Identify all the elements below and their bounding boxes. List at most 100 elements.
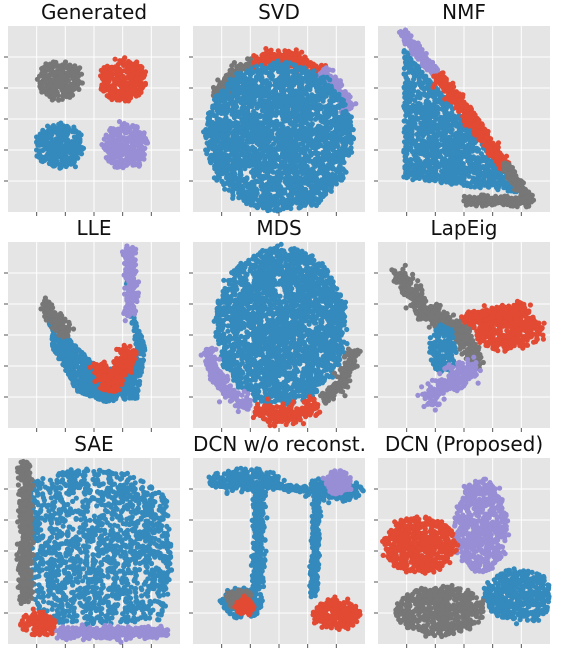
data-point [326,153,333,159]
data-point [347,103,354,109]
data-point [250,167,256,173]
data-point [207,156,213,162]
data-point [323,137,329,143]
data-point [229,94,235,100]
data-point [243,80,249,86]
data-point [331,88,337,95]
data-point [69,152,75,159]
scatter-plot-area [4,26,180,216]
data-point [266,178,272,184]
data-point [50,93,57,99]
data-point [248,136,254,142]
data-point [270,90,276,96]
data-point [244,129,250,135]
data-point [303,174,309,180]
data-point [304,102,310,108]
data-point [295,51,301,57]
data-point [299,100,305,107]
data-point [75,81,81,87]
data-point [49,157,56,164]
data-point [285,167,291,173]
data-point [224,180,230,186]
data-point [235,155,241,161]
chart-panel-1: Generated [4,0,180,216]
data-point [125,146,131,152]
data-point [43,155,50,161]
data-point [277,170,283,176]
data-point [267,155,273,161]
data-point [230,134,236,140]
data-point [225,91,231,97]
data-point [117,76,123,82]
data-point [133,93,139,99]
data-point [331,155,337,161]
data-point [266,119,272,125]
data-point [323,69,329,76]
data-point [257,71,263,77]
data-point [244,176,250,182]
data-point [279,66,285,72]
data-point [244,70,250,76]
data-point [224,175,230,181]
data-point [257,87,263,93]
data-point [226,146,232,152]
data-point [236,109,242,115]
data-point [283,59,289,65]
data-point [57,165,63,171]
data-point [332,104,338,110]
data-point [123,127,129,133]
data-point [209,109,215,115]
data-point [293,47,299,53]
data-point [292,158,298,164]
data-point [231,60,237,66]
data-point [127,63,133,69]
data-point [300,156,306,162]
series-2 [98,55,149,104]
data-point [300,169,306,175]
data-point [285,153,291,159]
data-point [257,139,263,145]
data-point [275,58,281,64]
data-point [214,120,220,126]
data-point [58,120,64,126]
data-point [291,197,297,203]
data-point [247,195,253,201]
data-point [141,156,147,162]
data-point [247,85,254,91]
data-point [327,135,333,141]
data-point [330,97,336,103]
data-point [230,195,236,201]
data-point [224,159,231,165]
data-point [42,132,48,138]
data-point [38,80,44,86]
data-point [277,165,283,171]
data-point [302,180,308,186]
data-point [322,154,328,160]
data-point [303,71,310,77]
data-point [225,101,231,107]
data-point [141,146,147,152]
data-point [279,84,285,90]
data-point [138,83,144,89]
data-point [304,120,310,126]
data-point [220,151,227,157]
data-point [210,133,216,139]
data-point [344,124,350,130]
data-point [112,146,118,152]
data-point [310,200,316,206]
data-point [262,195,268,201]
data-point [234,164,241,170]
data-point [262,117,268,123]
data-point [212,163,218,169]
data-point [52,140,58,146]
data-point [252,111,258,117]
data-point [323,121,329,127]
data-point [260,131,266,137]
data-point [277,183,283,190]
data-point [256,124,262,130]
data-point [61,150,68,156]
data-point [285,104,291,110]
data-point [117,71,123,77]
data-point [61,127,68,133]
data-point [261,136,268,142]
